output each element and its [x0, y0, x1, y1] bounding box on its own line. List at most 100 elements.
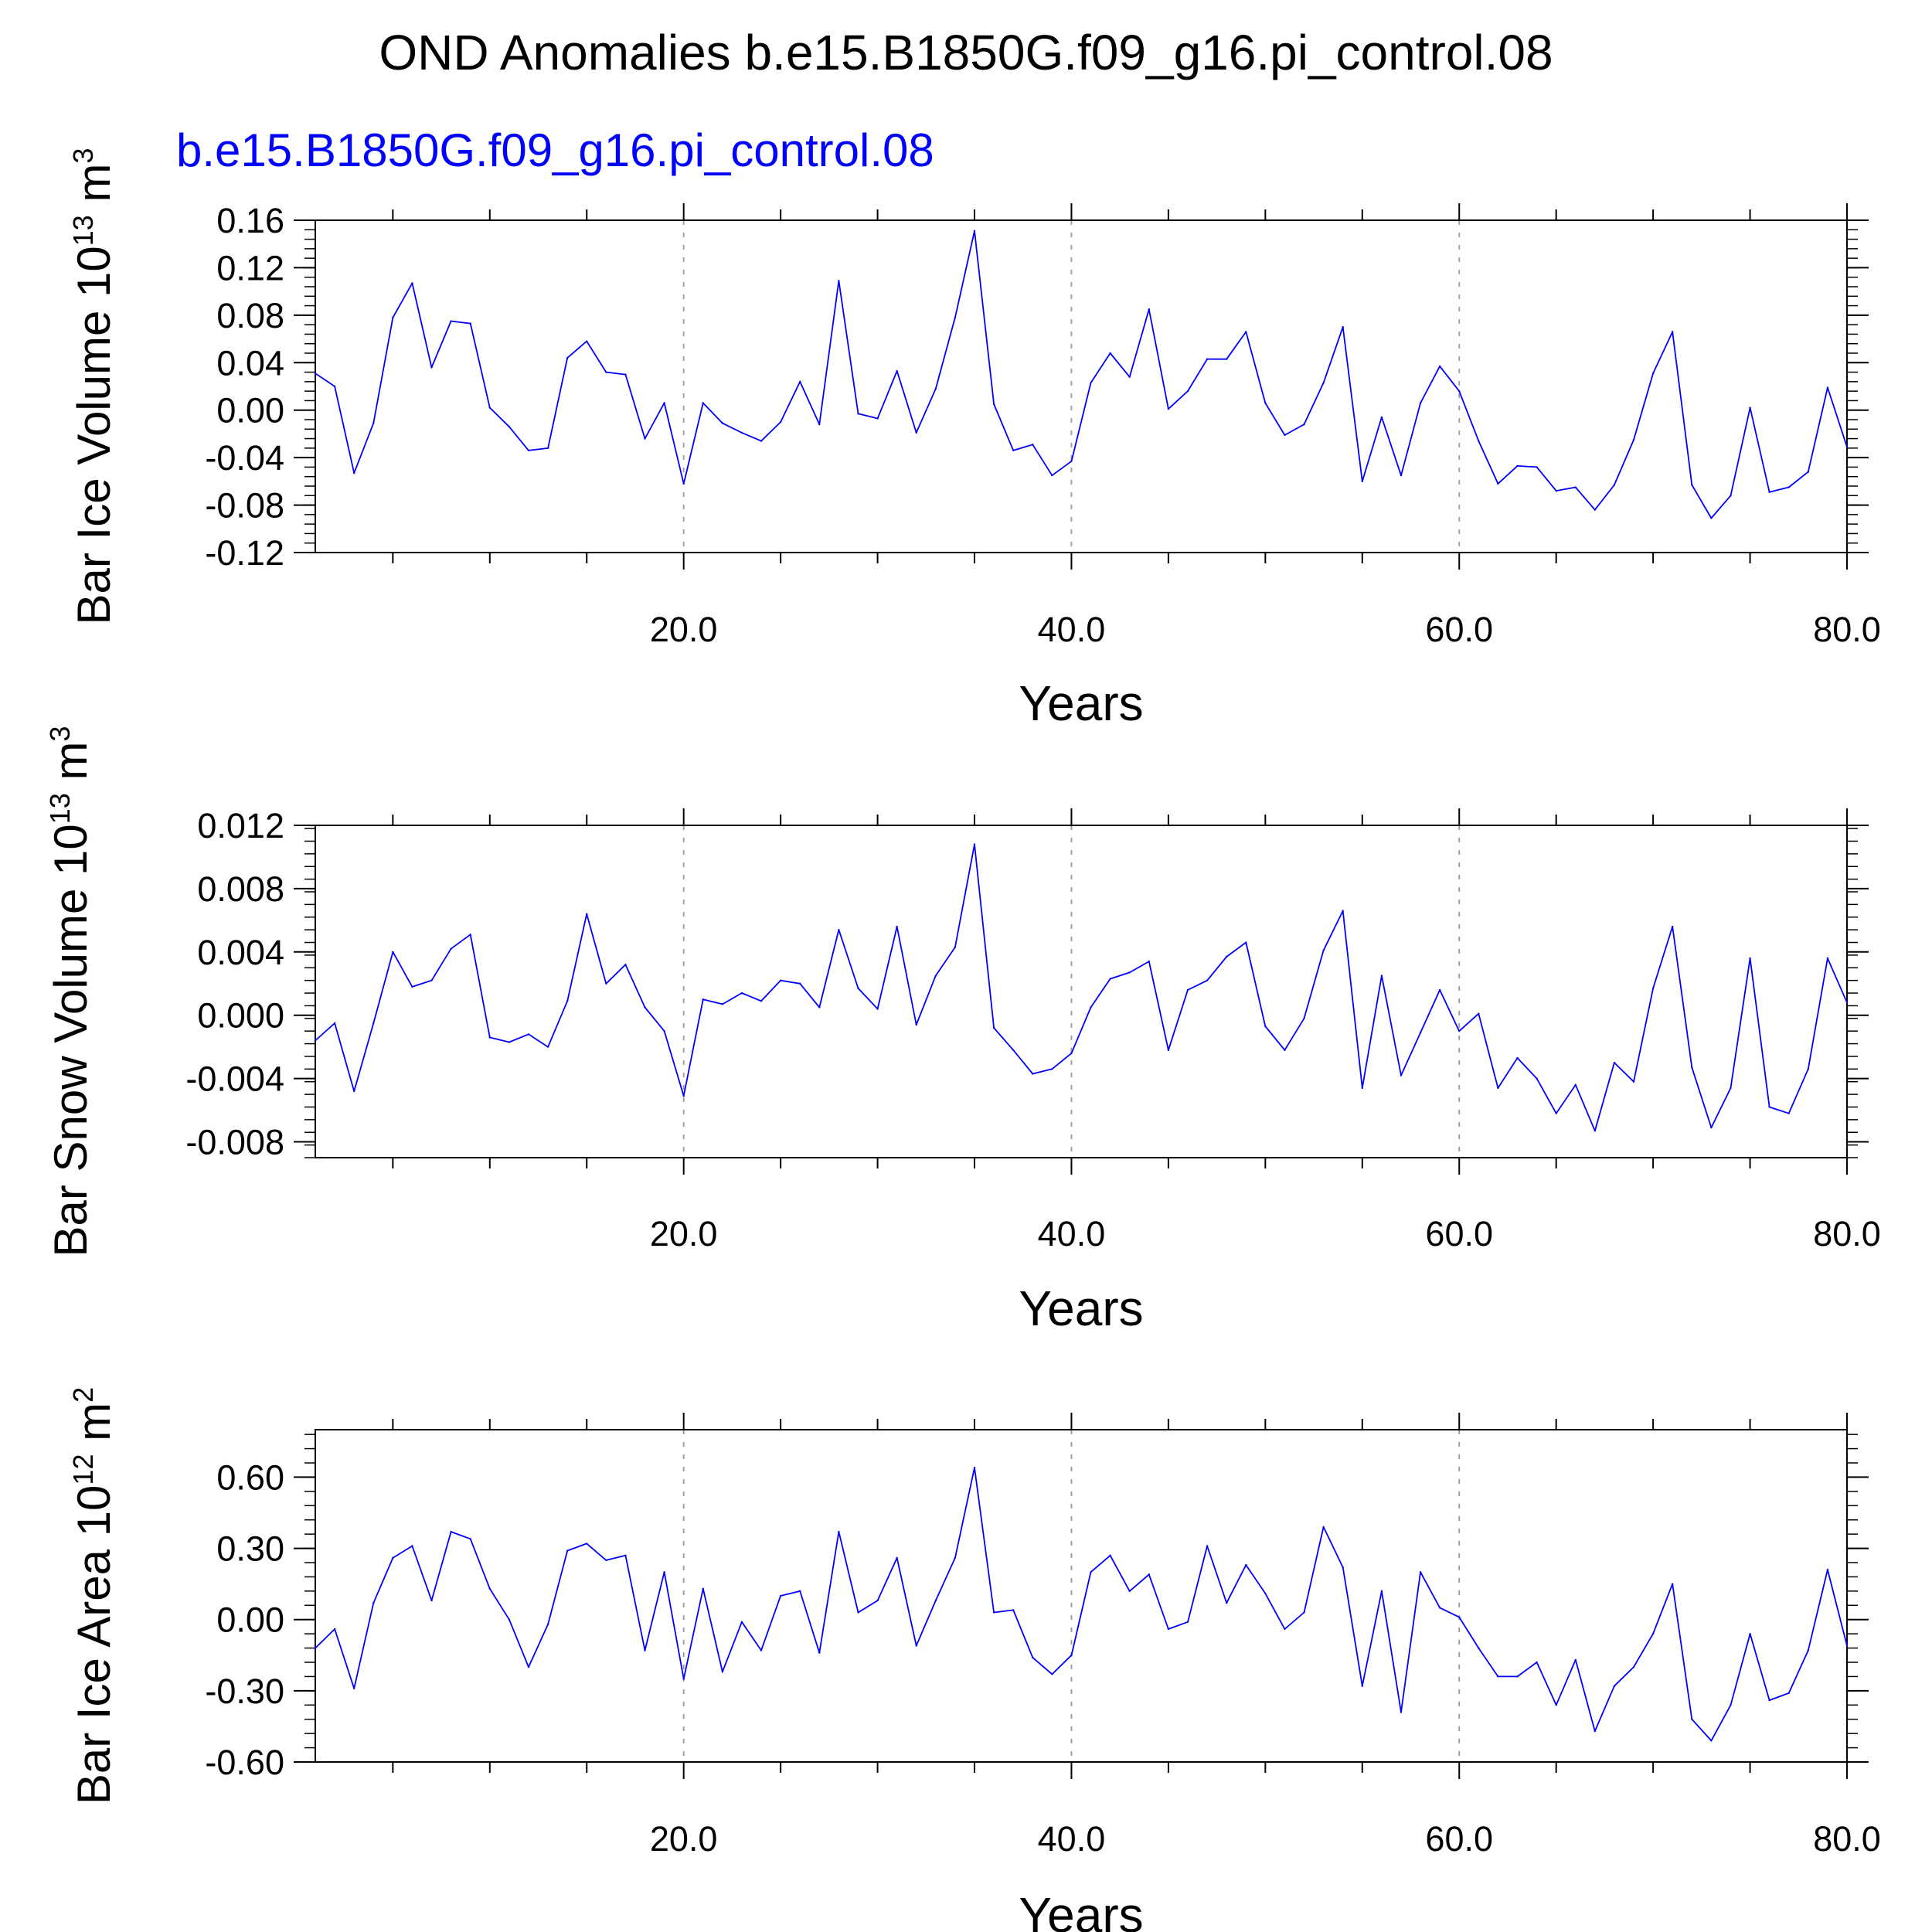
- data-point: [1691, 484, 1693, 486]
- y-tick-label: -0.04: [205, 438, 284, 478]
- data-point: [1109, 978, 1111, 980]
- data-point: [1032, 1656, 1034, 1659]
- data-point: [488, 1587, 491, 1590]
- data-point: [1730, 1704, 1732, 1706]
- data-point: [546, 1623, 549, 1626]
- data-point: [1032, 1073, 1034, 1075]
- data-point: [624, 1554, 627, 1556]
- data-point: [1845, 446, 1849, 448]
- data-point: [896, 369, 898, 372]
- data-point: [1361, 480, 1363, 483]
- data-point: [1458, 1029, 1461, 1032]
- data-point: [1710, 517, 1713, 519]
- data-point: [605, 982, 607, 985]
- data-point: [1787, 1112, 1790, 1114]
- data-point: [702, 998, 704, 1001]
- data-point: [1497, 482, 1499, 485]
- data-point: [1749, 1632, 1751, 1635]
- data-point: [1051, 1068, 1053, 1070]
- data-point: [1051, 1673, 1053, 1675]
- data-point: [682, 1678, 685, 1680]
- chart-panel-3: -0.60 -0.30 0.00 0.30 0.60 20.0 40.0 60.0 80.0 Ye…: [67, 1387, 1881, 1932]
- chart-panels: -0.12 -0.08 -0.04 0.00 0.04 0.08 0.12 0.16 20.0 4…: [44, 148, 1881, 1932]
- data-point: [1672, 331, 1674, 333]
- data-point: [352, 1090, 355, 1093]
- data-point: [411, 1545, 413, 1547]
- data-point: [1672, 1583, 1674, 1585]
- data-point: [450, 320, 452, 322]
- data-point: [372, 1022, 375, 1025]
- data-point: [586, 913, 588, 915]
- data-point: [721, 422, 724, 424]
- data-point: [954, 316, 957, 319]
- data-point: [1148, 308, 1151, 311]
- data-point: [1536, 1661, 1538, 1664]
- data-point: [992, 1611, 995, 1614]
- y-tick-label: 0.012: [197, 806, 284, 845]
- data-point: [546, 447, 549, 450]
- data-point: [838, 928, 840, 931]
- data-point: [1438, 365, 1441, 368]
- data-point: [605, 1559, 607, 1562]
- data-point: [1245, 1563, 1247, 1566]
- data-point: [1419, 402, 1422, 404]
- data-point: [644, 437, 646, 440]
- data-point: [430, 366, 433, 369]
- series-line: [315, 1467, 1848, 1742]
- data-point: [838, 1530, 840, 1533]
- data-point: [1730, 495, 1732, 497]
- y-tick-label: 0.00: [216, 391, 284, 430]
- data-point: [372, 422, 375, 424]
- data-point: [605, 371, 607, 373]
- data-point: [1225, 1602, 1228, 1604]
- data-point: [760, 440, 763, 442]
- data-point: [663, 402, 665, 404]
- data-point: [1516, 1056, 1519, 1060]
- data-point: [546, 1046, 549, 1048]
- data-point: [1380, 975, 1383, 977]
- data-point: [721, 1003, 724, 1005]
- data-point: [1574, 486, 1577, 488]
- data-point: [1148, 1573, 1151, 1576]
- data-point: [896, 1556, 898, 1560]
- y-tick-label: -0.008: [185, 1123, 284, 1162]
- data-point: [1826, 957, 1829, 960]
- data-point: [1807, 471, 1810, 473]
- data-point: [1070, 460, 1073, 462]
- data-point: [992, 1026, 995, 1029]
- data-point: [934, 1599, 937, 1602]
- data-point: [1845, 1002, 1849, 1004]
- data-point: [352, 471, 355, 474]
- data-point: [1225, 955, 1228, 958]
- data-point: [488, 1036, 491, 1039]
- data-point: [1826, 386, 1829, 389]
- series-line: [315, 230, 1848, 519]
- data-point: [934, 975, 937, 977]
- y-tick-label: -0.08: [205, 486, 284, 526]
- data-point: [896, 925, 898, 928]
- data-point: [1419, 1571, 1422, 1573]
- data-point: [624, 963, 627, 966]
- data-point: [586, 340, 588, 342]
- data-point: [992, 403, 995, 406]
- data-point: [779, 1594, 782, 1597]
- data-point: [411, 282, 413, 284]
- data-point: [469, 1538, 471, 1540]
- data-point: [527, 1033, 530, 1036]
- data-point: [1070, 1654, 1073, 1656]
- data-point: [973, 843, 976, 845]
- data-point: [1070, 1052, 1073, 1055]
- data-point: [1672, 925, 1674, 928]
- x-tick-label: 80.0: [1813, 610, 1881, 649]
- x-tick-label: 40.0: [1038, 610, 1106, 649]
- data-point: [1322, 1526, 1325, 1529]
- x-axis-label: Years: [1019, 1887, 1143, 1932]
- x-tick-label: 80.0: [1813, 1819, 1881, 1859]
- data-point: [1109, 352, 1111, 355]
- data-point: [1730, 1087, 1732, 1090]
- data-point: [1012, 449, 1015, 452]
- chart-panel-2: -0.008 -0.004 0.000 0.004 0.008 0.012 20.0 40.0…: [44, 726, 1881, 1336]
- data-point: [488, 406, 491, 409]
- data-point: [915, 1023, 917, 1026]
- data-point: [760, 1649, 763, 1651]
